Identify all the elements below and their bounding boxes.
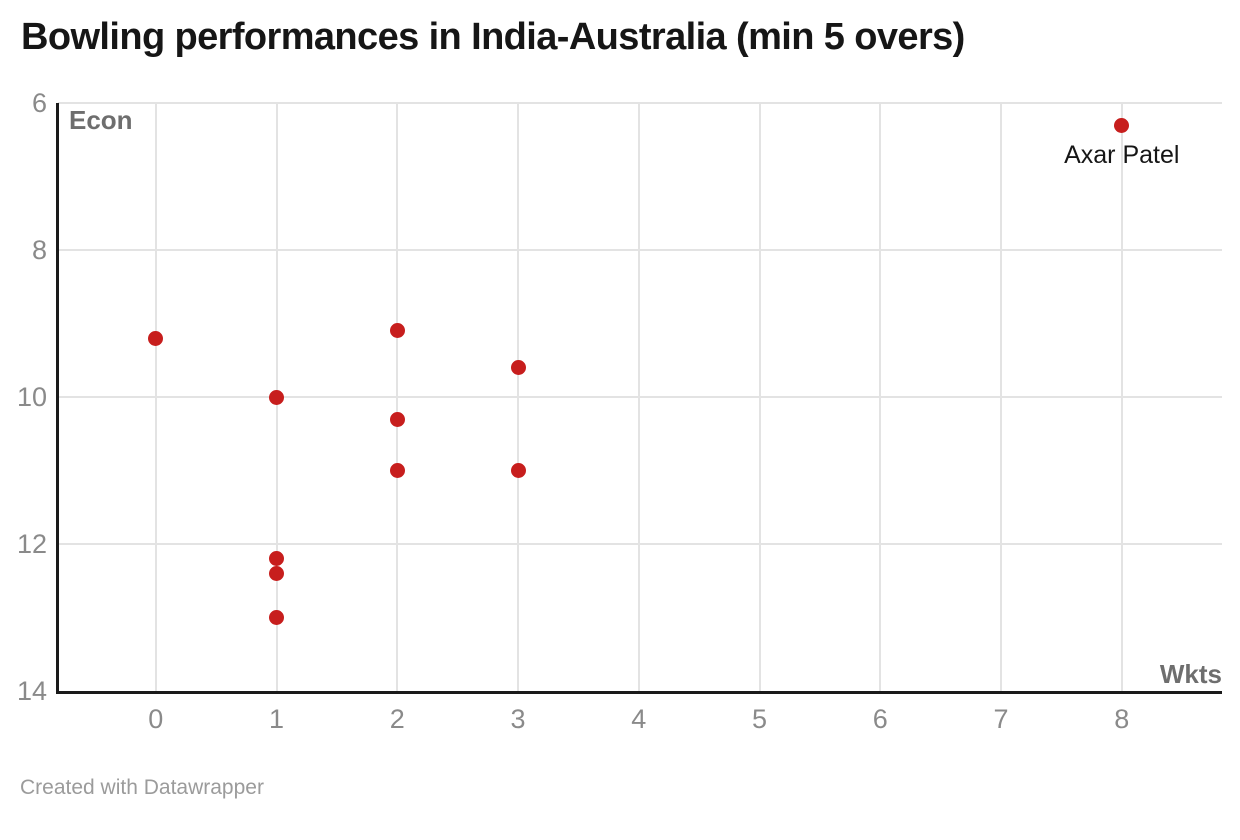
x-tick-label-5: 5 [752, 704, 768, 734]
gridline-y-8 [58, 249, 1222, 251]
data-point[interactable] [269, 565, 285, 581]
y-tick-label-14: 14 [16, 676, 47, 706]
data-point[interactable] [269, 389, 285, 405]
x-tick-label-6: 6 [872, 704, 888, 734]
x-tick-label-2: 2 [389, 704, 405, 734]
y-tick-label-6: 6 [31, 88, 47, 118]
y-tick-label-12: 12 [16, 529, 47, 559]
gridline-y-6 [58, 102, 1222, 104]
x-tick-label-7: 7 [993, 704, 1009, 734]
x-tick-label-3: 3 [510, 704, 526, 734]
data-point[interactable] [389, 411, 405, 427]
x-tick-label-4: 4 [631, 704, 647, 734]
x-tick-label-0: 0 [148, 704, 164, 734]
y-axis-line [56, 103, 59, 694]
data-point[interactable] [389, 463, 405, 478]
x-axis-line [56, 691, 1222, 694]
attribution-text: Created with Datawrapper [20, 776, 264, 799]
x-axis-title: Wkts [1159, 659, 1222, 689]
chart-title: Bowling performances in India-Australia … [21, 16, 965, 58]
data-point[interactable] [269, 551, 285, 567]
data-point[interactable] [269, 610, 285, 625]
data-point[interactable] [148, 330, 164, 346]
data-point[interactable] [510, 360, 526, 376]
gridline-y-10 [58, 396, 1222, 398]
y-tick-label-8: 8 [31, 235, 47, 265]
y-axis-title: Econ [69, 105, 133, 135]
point-label: Axar Patel [1064, 141, 1180, 170]
data-point[interactable] [389, 323, 405, 339]
data-point[interactable] [1114, 117, 1130, 133]
x-tick-label-1: 1 [269, 704, 285, 734]
x-tick-label-8: 8 [1114, 704, 1130, 734]
data-point[interactable] [510, 463, 526, 478]
y-tick-label-10: 10 [16, 382, 47, 412]
gridline-y-12 [58, 543, 1222, 545]
